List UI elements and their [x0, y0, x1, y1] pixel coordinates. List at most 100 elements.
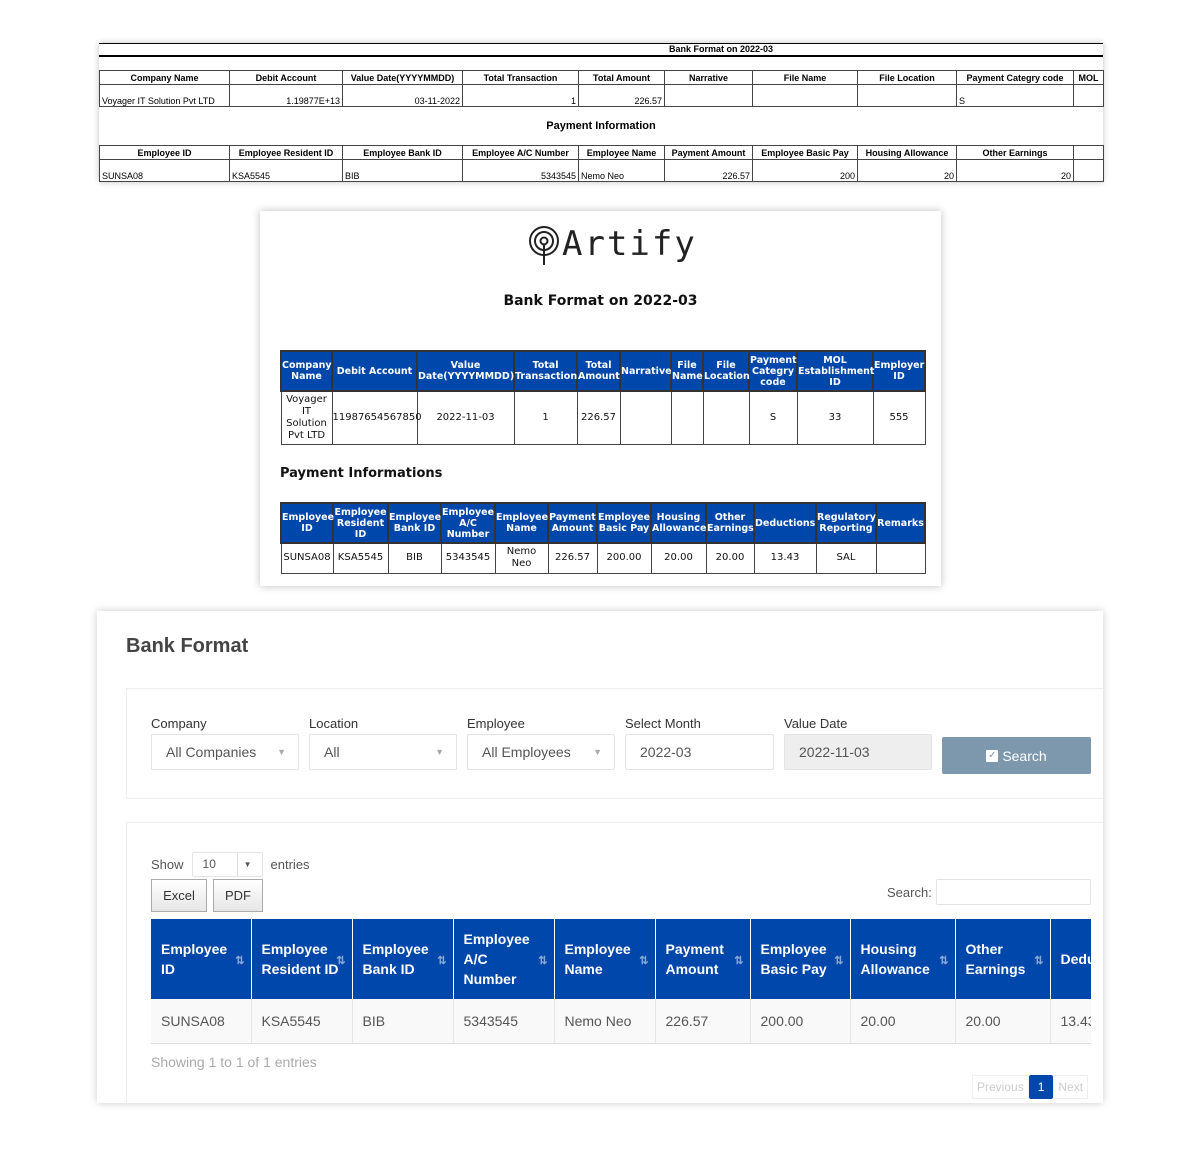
pdf-company-header-cell: Company Name — [280, 350, 333, 392]
header-label: Employee Bank ID — [389, 512, 442, 534]
location-value: All — [324, 744, 340, 760]
header-label: Employee ID — [137, 147, 192, 158]
broadcast-icon — [529, 226, 559, 265]
search-button[interactable]: ✓ Search — [942, 737, 1091, 774]
pdf-company-header-cell: Payment Categry code — [748, 350, 798, 392]
excel-export-preview: Bank Format on 2022-03 Company Name Debit… — [99, 43, 1104, 182]
table-search-input[interactable] — [936, 879, 1091, 905]
sort-icon: ⇅ — [235, 955, 245, 967]
web-header-cell[interactable]: Housing Allowance ⇅ — [850, 919, 956, 999]
header-label: Employee Basic Pay — [598, 512, 651, 534]
excel-company-header-cell: Total Transaction — [462, 70, 579, 85]
pdf-company-header-cell: Debit Account — [331, 350, 418, 392]
web-header-cell[interactable]: Employee Basic Pay ⇅ — [750, 919, 851, 999]
pdf-payment-cell: 20.00 — [650, 542, 707, 574]
excel-payment-header-cell: Payment Amount — [664, 145, 753, 160]
excel-payment-cell: KSA5545 — [229, 159, 343, 182]
excel-payment-header-cell: Housing Allowance — [857, 145, 957, 160]
pdf-company-cell: 555 — [872, 390, 926, 445]
excel-button[interactable]: Excel — [151, 879, 207, 912]
header-label: File Location — [704, 360, 750, 382]
header-label: Employee Resident ID — [334, 506, 387, 540]
pdf-company-cell: 226.57 — [576, 390, 621, 445]
pdf-payment-header-cell: Payment Amount — [547, 502, 598, 544]
web-cell: 5343545 — [453, 999, 555, 1044]
page-title: Bank Format — [126, 635, 249, 657]
excel-payment-cell: 226.57 — [664, 159, 753, 182]
excel-company-header-cell: Payment Categry code — [956, 70, 1074, 85]
web-header-cell[interactable]: Other Earnings ⇅ — [955, 919, 1051, 999]
pdf-company-header-cell: Narrative — [619, 350, 672, 392]
pdf-payment-table: Employee ID Employee Resident ID Employee … — [280, 502, 926, 574]
web-header-cell[interactable]: Dedu — [1050, 919, 1091, 999]
pdf-company-cell — [670, 390, 704, 445]
header-label: Company Name — [130, 72, 199, 83]
header-label: Employee Resident ID — [238, 147, 334, 158]
header-label: Other Earnings — [965, 941, 1026, 977]
employee-select[interactable]: All Employees ▼ — [467, 734, 615, 770]
location-select[interactable]: All ▼ — [309, 734, 457, 770]
location-label: Location — [309, 716, 359, 731]
month-input[interactable]: 2022-03 — [625, 734, 774, 770]
header-label: Payment Amount — [549, 512, 596, 534]
pdf-payment-header-cell: Employee Name — [494, 502, 549, 544]
web-cell: 226.57 — [655, 999, 751, 1044]
excel-payment-cell: 200 — [752, 159, 858, 182]
header-label: Payment Categry code — [750, 354, 797, 388]
artify-logo: Artify — [528, 221, 697, 267]
company-value: All Companies — [166, 744, 257, 760]
pdf-company-cell: Voyager IT Solution Pvt LTD — [280, 390, 333, 445]
pdf-payment-header-cell: Housing Allowance — [650, 502, 707, 544]
pdf-payment-cell: BIB — [387, 542, 442, 574]
pdf-payment-header-cell: Regulatory Reporting — [815, 502, 877, 544]
pdf-company-header-cell: Total Amount — [576, 350, 621, 392]
sort-icon: ⇅ — [1034, 955, 1044, 967]
header-label: Housing Allowance — [860, 941, 930, 977]
web-header-cell[interactable]: Payment Amount ⇅ — [655, 919, 751, 999]
pdf-company-header-cell: Total Transaction — [513, 350, 578, 392]
check-square-icon: ✓ — [986, 749, 999, 762]
company-select[interactable]: All Companies ▼ — [151, 734, 299, 770]
excel-company-table: Company Name Debit Account Value Date(YYYY… — [99, 70, 1104, 107]
next-page-button[interactable]: Next — [1053, 1075, 1089, 1099]
pdf-company-header-cell: Employer ID — [872, 350, 926, 392]
header-label: Company Name — [282, 360, 332, 382]
web-cell: Nemo Neo — [554, 999, 656, 1044]
web-header-cell[interactable]: Employee Bank ID ⇅ — [352, 919, 454, 999]
excel-company-cell: S — [956, 84, 1074, 107]
pdf-button[interactable]: PDF — [213, 879, 263, 912]
pdf-company-header-cell: MOL Establishment ID — [796, 350, 874, 392]
excel-payment-header-cell: Employee Name — [578, 145, 665, 160]
header-label: Housing Allowance — [652, 512, 707, 534]
pdf-payment-cell — [875, 542, 926, 574]
web-header-cell[interactable]: Employee ID ⇅ — [151, 919, 252, 999]
web-header-cell[interactable]: Employee Resident ID ⇅ — [251, 919, 353, 999]
header-label: Employee Name — [564, 941, 631, 977]
page-1-button[interactable]: 1 — [1028, 1075, 1054, 1099]
header-label: Other Earnings — [982, 147, 1048, 158]
web-cell: KSA5545 — [251, 999, 353, 1044]
excel-company-cell: 1.19877E+13 — [229, 84, 343, 107]
header-label: Total Transaction — [515, 360, 578, 382]
pdf-company-cell: 2022-11-03 — [416, 390, 515, 445]
value-date-input[interactable]: 2022-11-03 — [784, 734, 932, 770]
excel-payment-table: Employee ID Employee Resident ID Employee … — [99, 145, 1104, 182]
chevron-down-icon: ▼ — [277, 747, 286, 757]
web-header-cell[interactable]: Employee Name ⇅ — [554, 919, 656, 999]
pdf-payment-header-cell: Other Earnings — [705, 502, 755, 544]
pdf-section-title: Payment Informations — [280, 466, 443, 481]
excel-section-title: Payment Information — [546, 120, 656, 132]
web-cell: 200.00 — [750, 999, 851, 1044]
pdf-company-cell — [702, 390, 750, 445]
header-label: Employee Basic Pay — [760, 941, 827, 977]
pdf-payment-cell: 20.00 — [705, 542, 755, 574]
header-label: Payment Amount — [671, 147, 746, 158]
pdf-payment-header-cell: Remarks — [875, 502, 926, 544]
page-size-select[interactable]: 10 ▼ — [191, 852, 263, 877]
web-header-cell[interactable]: Employee A/C Number ⇅ — [453, 919, 555, 999]
excel-company-header-cell: File Name — [752, 70, 858, 85]
header-label: Employee A/C Number — [463, 931, 530, 987]
header-label: Regulatory Reporting — [817, 512, 876, 534]
previous-page-button[interactable]: Previous — [972, 1075, 1029, 1099]
excel-payment-header-cell: Employee Resident ID — [229, 145, 343, 160]
